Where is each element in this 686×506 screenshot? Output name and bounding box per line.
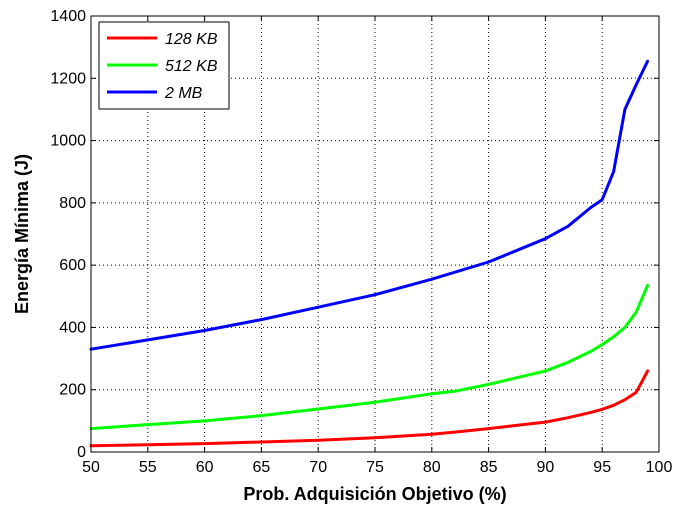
x-tick-label: 80 [423,459,441,476]
y-tick-label: 0 [77,444,86,461]
y-tick-label: 400 [59,319,86,336]
x-tick-label: 55 [139,459,157,476]
legend-label: 2 MB [164,85,203,102]
x-tick-label: 65 [253,459,271,476]
series-line-2 [89,59,650,351]
x-tick-label: 50 [82,459,100,476]
series-group [89,59,650,448]
x-tick-label: 75 [366,459,384,476]
x-tick-label: 70 [309,459,327,476]
y-tick-label: 200 [59,382,86,399]
series-line-1 [89,283,650,431]
y-axis-title: Energía Mínima (J) [12,154,32,314]
series-line-0 [89,369,650,448]
legend-label: 128 KB [165,31,218,48]
x-tick-label: 100 [646,459,673,476]
y-tick-label: 1200 [50,70,86,87]
legend-label: 512 KB [165,58,218,75]
y-tick-label: 800 [59,195,86,212]
legend: 128 KB 512 KB 2 MB [98,21,230,110]
x-tick-label: 90 [537,459,555,476]
y-tick-label: 1000 [50,133,86,150]
x-tick-label: 60 [196,459,214,476]
y-tick-label: 1400 [50,8,86,25]
x-axis-title: Prob. Adquisición Objetivo (%) [243,484,506,504]
x-tick-label: 95 [593,459,611,476]
axis-ticks: 50 55 60 65 70 75 80 85 90 95 10002004006008001000… [50,8,672,476]
x-tick-label: 85 [480,459,498,476]
y-tick-label: 600 [59,257,86,274]
